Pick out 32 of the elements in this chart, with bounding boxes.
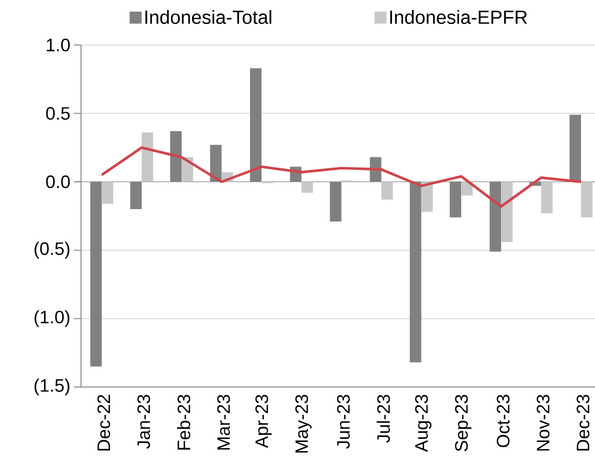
y-tick-label: 0.0 xyxy=(46,175,70,188)
bar xyxy=(381,182,393,200)
bar xyxy=(501,182,513,242)
x-tick-label: Jul-23 xyxy=(376,394,390,443)
legend-label: Indonesia-Total xyxy=(145,10,272,24)
x-tick-label: Dec-22 xyxy=(97,394,110,451)
bar xyxy=(421,182,433,212)
x-tick-label: Jan-23 xyxy=(137,394,150,449)
y-tick-label: 0.5 xyxy=(46,107,70,120)
bar xyxy=(142,132,154,182)
x-tick-label: Jun-23 xyxy=(337,394,350,449)
x-tick-label: Apr-23 xyxy=(255,394,272,448)
bar xyxy=(581,182,593,218)
bar xyxy=(541,182,553,214)
x-tick-label: Sep-23 xyxy=(455,394,472,452)
x-tick-label: Mar-23 xyxy=(217,394,230,450)
bar xyxy=(301,182,313,193)
x-tick-label: May-23 xyxy=(295,394,312,453)
x-tick-label: Feb-23 xyxy=(177,394,190,450)
x-tick-label: Nov-23 xyxy=(536,394,550,451)
line-series xyxy=(100,146,582,208)
x-tick-label: Oct-23 xyxy=(496,394,510,448)
bar xyxy=(461,182,473,196)
x-tick-label: Aug-23 xyxy=(415,394,432,452)
bar xyxy=(570,114,582,182)
x-tick-label: Dec-23 xyxy=(576,394,590,451)
bar xyxy=(102,182,114,204)
y-tick-label: (1.0) xyxy=(34,310,70,327)
y-tick-label: 1.0 xyxy=(46,38,70,52)
legend-label: Indonesia-EPFR xyxy=(390,10,528,24)
y-tick-label: (0.5) xyxy=(34,242,70,259)
y-tick-label: (1.5) xyxy=(34,378,70,396)
